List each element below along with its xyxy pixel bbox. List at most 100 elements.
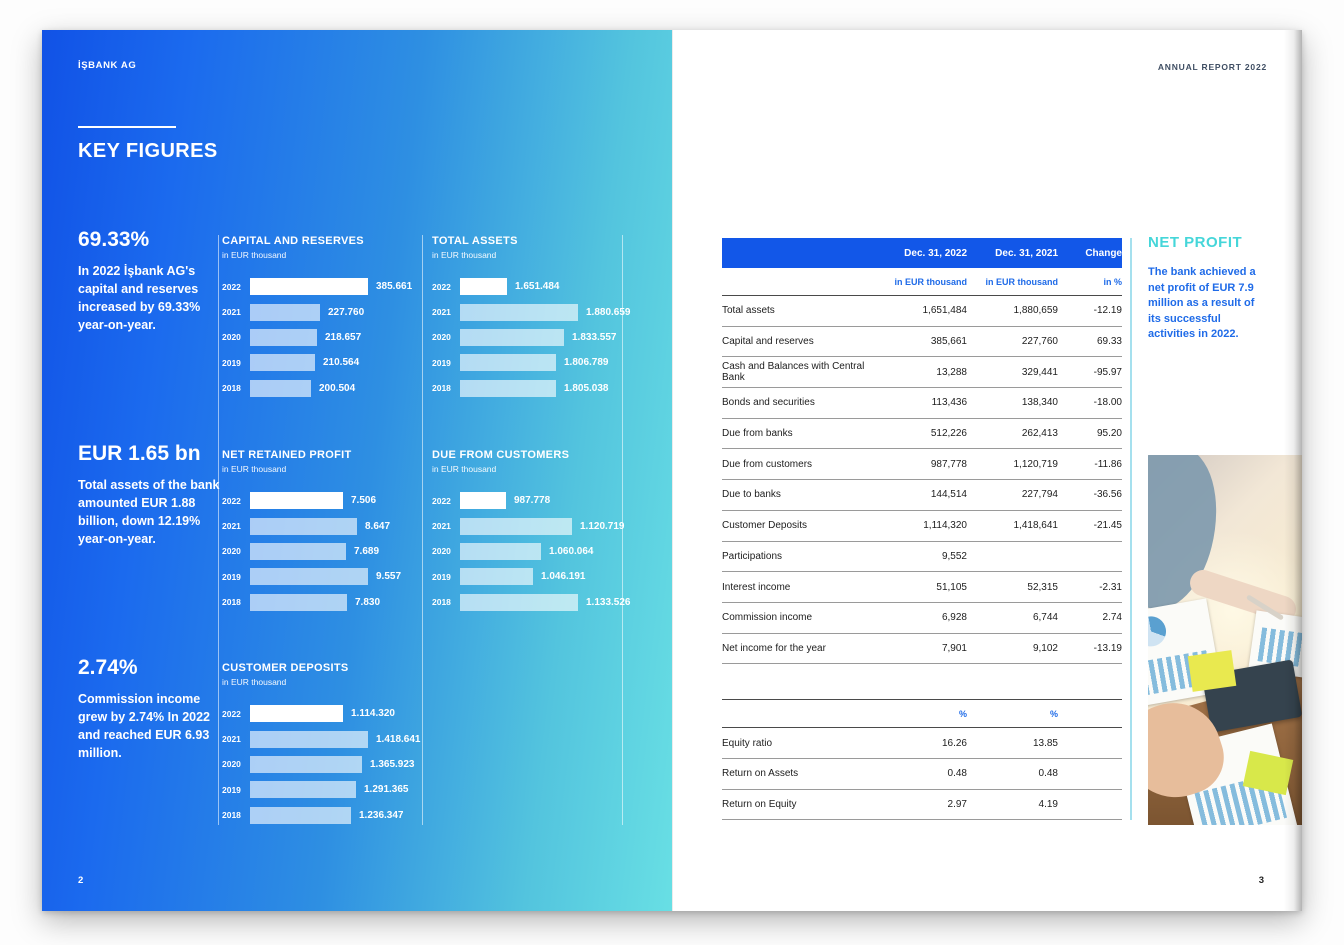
value-label: 1.880.659 xyxy=(586,306,631,318)
chart-bars: 2022 1.114.320 2021 1.418.641 2020 1.365.923 2… xyxy=(222,701,422,828)
year-label: 2018 xyxy=(222,597,241,608)
stat-value: 2.74% xyxy=(78,656,138,679)
brand-logo: İŞBANK AG xyxy=(78,60,137,71)
row-label: Capital and reserves xyxy=(722,336,814,348)
chart-title: CAPITAL AND RESERVES xyxy=(222,235,364,247)
chart-row: 2019 1.046.191 xyxy=(432,564,632,589)
value-label: 1.418.641 xyxy=(376,733,421,745)
row-label: Due from banks xyxy=(722,428,793,440)
chart-row: 2018 200.504 xyxy=(222,376,422,401)
value-2021: 227,760 xyxy=(1021,336,1058,348)
year-label: 2022 xyxy=(222,281,241,292)
table-row: Due from customers 987,778 1,120,719 -11.86 xyxy=(722,449,1122,481)
chart-title: CUSTOMER DEPOSITS xyxy=(222,662,349,674)
chart-bars: 2022 987.778 2021 1.120.719 2020 1.060.064 201… xyxy=(432,488,632,615)
value-label: 1.651.484 xyxy=(515,281,560,293)
value-2022: 7,901 xyxy=(941,642,967,654)
bar xyxy=(250,542,346,560)
value-label: 210.564 xyxy=(323,357,360,369)
bar xyxy=(460,492,506,510)
value-label: 218.657 xyxy=(325,331,362,343)
year-label: 2019 xyxy=(432,571,451,582)
stat-value: EUR 1.65 bn xyxy=(78,442,201,465)
value-label: 7.830 xyxy=(355,596,381,608)
value-2021: 1,418,641 xyxy=(1013,520,1059,532)
bar xyxy=(250,705,343,723)
chart-row: 2018 7.830 xyxy=(222,590,422,615)
table-row: Interest income 51,105 52,315 -2.31 xyxy=(722,572,1122,603)
year-label: 2018 xyxy=(222,810,241,821)
value-2021: 9,102 xyxy=(1032,642,1058,654)
row-label: Participations xyxy=(722,550,783,562)
column-divider xyxy=(218,235,219,825)
ratio-2022: 16.26 xyxy=(941,737,967,749)
value-change: -11.86 xyxy=(1094,458,1122,470)
row-label: Due to banks xyxy=(722,489,781,501)
chart-customer-deposits: CUSTOMER DEPOSITS in EUR thousand 2022 1.… xyxy=(222,662,422,828)
row-label: Equity ratio xyxy=(722,737,773,749)
table-row: Net income for the year 7,901 9,102 -13.19 xyxy=(722,634,1122,665)
chart-title: DUE FROM CUSTOMERS xyxy=(432,449,570,461)
row-label: Bonds and securities xyxy=(722,397,815,409)
table-body: Total assets 1,651,484 1,880,659 -12.19 Capi… xyxy=(722,296,1122,665)
table-row: Cash and Balances with Central Bank 13,28… xyxy=(722,357,1122,389)
year-label: 2020 xyxy=(222,546,241,557)
chart-bars: 2022 385.661 2021 227.760 2020 218.657 2019 210… xyxy=(222,274,422,401)
chart-due-from-customers: DUE FROM CUSTOMERS in EUR thousand 2022 9… xyxy=(432,449,632,615)
report-header: ANNUAL REPORT 2022 xyxy=(1157,62,1267,72)
chart-title: TOTAL ASSETS xyxy=(432,235,518,247)
header-dec-2021: Dec. 31, 2021 xyxy=(995,247,1058,259)
chart-row: 2021 1.418.641 xyxy=(222,726,422,751)
financials-table: Dec. 31, 2022 Dec. 31, 2021 Change in EU… xyxy=(722,238,1122,821)
bar xyxy=(460,354,556,372)
right-page: ANNUAL REPORT 2022 Dec. 31, 2022 Dec. 31… xyxy=(672,30,1302,911)
chart-row: 2022 385.661 xyxy=(222,274,422,299)
chart-row: 2019 1.291.365 xyxy=(222,777,422,802)
stat-value: 69.33% xyxy=(78,228,150,251)
year-label: 2022 xyxy=(222,708,241,719)
table-row: Customer Deposits 1,114,320 1,418,641 -21.4… xyxy=(722,511,1122,542)
stat-commission-income: 2.74% Commission income grew by 2.74% In… xyxy=(78,656,220,763)
pie-chart-graphic xyxy=(1148,614,1169,649)
subheader-unit: in EUR thousand xyxy=(894,276,968,287)
value-label: 1.060.064 xyxy=(549,545,594,557)
table-row: Total assets 1,651,484 1,880,659 -12.19 xyxy=(722,296,1122,327)
value-change: -95.97 xyxy=(1093,366,1122,378)
row-label: Commission income xyxy=(722,612,813,624)
table-row: Bonds and securities 113,436 138,340 -18.00 xyxy=(722,388,1122,419)
table-row: Commission income 6,928 6,744 2.74 xyxy=(722,603,1122,634)
value-2021: 1,880,659 xyxy=(1013,305,1059,317)
page-edge-shading xyxy=(1284,30,1302,911)
value-label: 1.806.789 xyxy=(564,357,609,369)
chart-row: 2020 1.833.557 xyxy=(432,325,632,350)
ratio-2021: 13.85 xyxy=(1032,737,1058,749)
bar xyxy=(250,492,343,510)
title-rule xyxy=(78,126,176,128)
chart-row: 2022 7.506 xyxy=(222,488,422,513)
bar xyxy=(250,278,368,296)
value-label: 9.557 xyxy=(376,571,402,583)
chart-row: 2022 987.778 xyxy=(432,488,632,513)
value-2022: 113,436 xyxy=(931,397,967,409)
chart-row: 2022 1.651.484 xyxy=(432,274,632,299)
bar xyxy=(250,379,311,397)
row-label: Total assets xyxy=(722,305,775,317)
chart-unit: in EUR thousand xyxy=(222,677,287,687)
bar xyxy=(460,568,533,586)
value-label: 1.046.191 xyxy=(541,571,586,583)
bar xyxy=(250,328,317,346)
year-label: 2022 xyxy=(432,495,451,506)
row-label: Net income for the year xyxy=(722,642,826,654)
table-subheader-row: in EUR thousand in EUR thousand in % xyxy=(722,268,1122,296)
year-label: 2018 xyxy=(432,597,451,608)
value-label: 987.778 xyxy=(514,495,551,507)
sticky-note xyxy=(1187,650,1237,692)
row-label: Return on Assets xyxy=(722,768,799,780)
value-2021: 262,413 xyxy=(1021,428,1058,440)
value-label: 227.760 xyxy=(328,306,365,318)
chart-bars: 2022 7.506 2021 8.647 2020 7.689 2019 9.557 2018… xyxy=(222,488,422,615)
value-change: -2.31 xyxy=(1099,581,1122,593)
chart-capital-and-reserves: CAPITAL AND RESERVES in EUR thousand 202… xyxy=(222,235,422,401)
bar xyxy=(460,542,541,560)
value-change: -12.19 xyxy=(1093,305,1122,317)
